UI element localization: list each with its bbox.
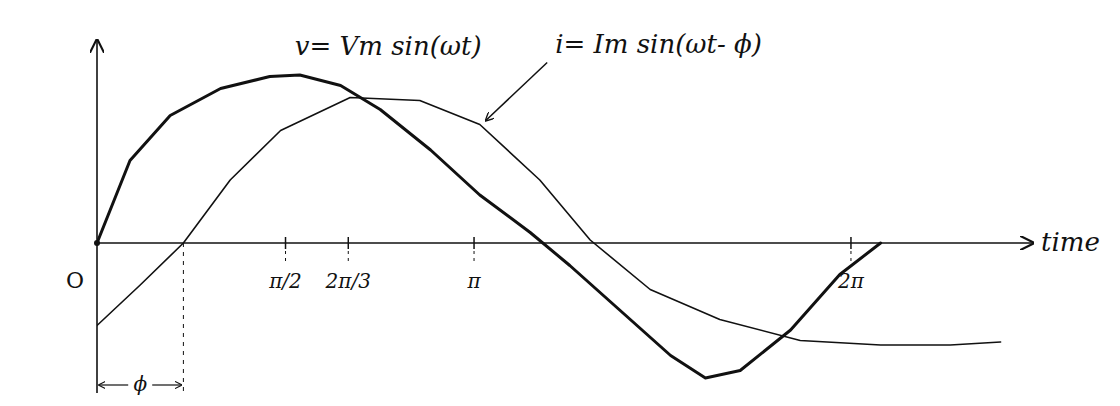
x-tick-label: π <box>466 269 481 293</box>
x-tick <box>850 237 852 249</box>
series-group <box>97 75 1001 378</box>
origin-dot <box>94 240 100 246</box>
x-tick <box>285 237 287 249</box>
series-line <box>97 75 881 378</box>
y-axis <box>96 40 98 393</box>
x-tick-label: π/2 <box>268 269 302 293</box>
x-tick-dash <box>285 251 286 265</box>
x-tick-dash <box>348 251 349 265</box>
x-tick-dash <box>850 251 851 265</box>
series-label: v= Vm sin(ωt) <box>295 31 482 61</box>
x-tick <box>348 237 350 249</box>
phase-arrow <box>99 384 128 385</box>
annotation: ϕ <box>133 372 147 396</box>
chart: timeπ/2π2π/32πv= Vm sin(ωt)i= Im sin(ωt-… <box>0 0 1120 406</box>
series-label: i= Im sin(ωt- ϕ) <box>555 29 762 59</box>
x-tick-dash <box>474 251 475 265</box>
x-tick <box>473 237 475 249</box>
x-tick-label: 2π/3 <box>325 269 371 293</box>
series-line <box>97 98 1001 346</box>
x-axis-title: time <box>1041 227 1100 257</box>
phase-arrow <box>152 384 181 385</box>
origin-label: O <box>66 268 84 293</box>
x-axis <box>97 242 1033 244</box>
phase-marker <box>183 243 184 391</box>
label-pointer <box>486 63 547 121</box>
